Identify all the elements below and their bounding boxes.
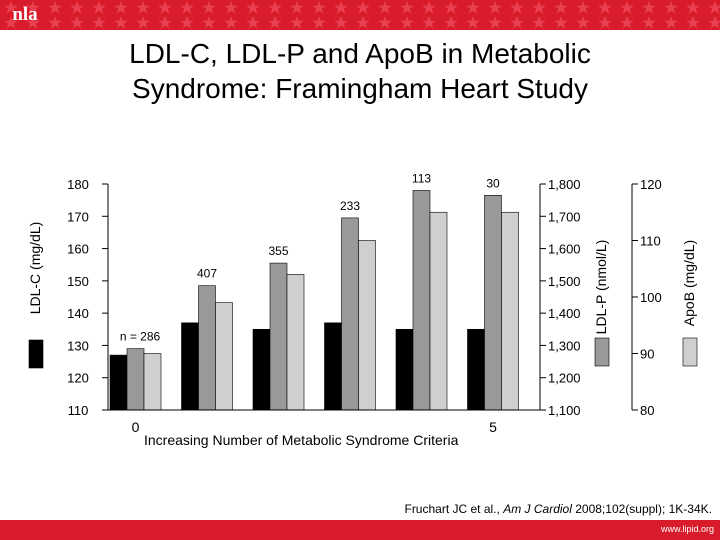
bar-ldl-c-0 bbox=[109, 354, 128, 411]
y-tick-label-2: 100 bbox=[640, 290, 662, 305]
n-label: 233 bbox=[340, 199, 360, 213]
y-tick-label-1: 1,100 bbox=[548, 403, 581, 418]
n-label: 30 bbox=[486, 176, 500, 190]
bar-apob-1 bbox=[215, 302, 233, 411]
y-axis-title-1: LDL-P (nmol/L) bbox=[593, 240, 609, 335]
y-tick-label-1: 1,700 bbox=[548, 209, 581, 224]
bar-apob-5 bbox=[501, 211, 519, 411]
y-tick-label-0: 130 bbox=[67, 338, 89, 353]
slide-title-line-1: LDL-C, LDL-P and ApoB in Metabolic bbox=[129, 38, 591, 69]
bar-ldl-c-2 bbox=[252, 328, 271, 411]
x-axis-title: Increasing Number of Metabolic Syndrome … bbox=[144, 432, 459, 448]
n-label: 355 bbox=[268, 244, 288, 258]
citation-journal: Am J Cardiol bbox=[503, 502, 572, 516]
y-tick-label-2: 110 bbox=[640, 234, 661, 249]
y-tick-label-1: 1,400 bbox=[548, 306, 581, 321]
y-tick-label-1: 1,800 bbox=[548, 177, 581, 192]
bar-ldl-p-4 bbox=[412, 190, 431, 411]
bar-ldl-c-1 bbox=[181, 322, 199, 411]
y-tick-label-2: 120 bbox=[640, 177, 662, 192]
ldl-apob-bar-chart: n = 286 407 355 233 113 30 110 120 130 140 150 160 1… bbox=[27, 171, 698, 448]
slide-title: LDL-C, LDL-P and ApoB in Metabolic Syndr… bbox=[40, 36, 680, 106]
bar-ldl-p-2 bbox=[269, 262, 288, 411]
y-tick-label-1: 1,500 bbox=[548, 274, 581, 289]
x-tick-label: 5 bbox=[489, 419, 497, 435]
n-label: n = 286 bbox=[120, 330, 161, 344]
y-axis-title-2: ApoB (mg/dL) bbox=[681, 240, 697, 326]
legend-swatch-ldl-c bbox=[28, 339, 44, 369]
y-tick-label-0: 180 bbox=[67, 177, 89, 192]
y-tick-label-2: 80 bbox=[640, 403, 654, 418]
y-tick-label-2: 90 bbox=[640, 347, 654, 362]
bar-apob-3 bbox=[358, 240, 376, 411]
y-tick-label-0: 120 bbox=[67, 371, 89, 386]
y-tick-label-0: 160 bbox=[67, 242, 89, 257]
bar-ldl-p-5 bbox=[484, 194, 502, 411]
header-banner: nla bbox=[0, 0, 720, 30]
citation-authors: Fruchart JC et al., bbox=[404, 502, 500, 516]
y-tick-label-0: 140 bbox=[67, 306, 89, 321]
citation: Fruchart JC et al., Am J Cardiol 2008;10… bbox=[0, 502, 712, 516]
bar-apob-0 bbox=[143, 353, 162, 411]
footer-banner: www.lipid.org bbox=[0, 520, 720, 540]
y-tick-label-1: 1,300 bbox=[548, 338, 581, 353]
y-tick-label-0: 110 bbox=[68, 403, 89, 418]
x-tick-label: 0 bbox=[132, 419, 140, 435]
bar-ldl-p-3 bbox=[341, 217, 359, 411]
n-label: 113 bbox=[412, 171, 431, 185]
n-label: 407 bbox=[197, 267, 217, 281]
legend-swatch-ldl-p bbox=[594, 337, 610, 367]
nla-logo: nla bbox=[12, 4, 38, 25]
bar-ldl-c-5 bbox=[467, 328, 485, 411]
y-tick-label-1: 1,600 bbox=[548, 242, 581, 257]
y-axis-title-0: LDL-C (mg/dL) bbox=[27, 222, 43, 315]
bar-ldl-c-4 bbox=[395, 328, 414, 411]
y-tick-label-0: 170 bbox=[67, 209, 89, 224]
legend-swatch-apob bbox=[682, 337, 698, 367]
y-tick-label-1: 1,200 bbox=[548, 371, 581, 386]
y-tick-label-0: 150 bbox=[67, 274, 89, 289]
bar-ldl-p-0 bbox=[126, 348, 145, 411]
citation-details: 2008;102(suppl); 1K-34K. bbox=[575, 502, 712, 516]
bar-ldl-c-3 bbox=[324, 322, 342, 411]
banner-star-pattern bbox=[0, 0, 720, 30]
bar-ldl-p-1 bbox=[198, 285, 216, 411]
slide-title-line-2: Syndrome: Framingham Heart Study bbox=[132, 73, 588, 104]
bar-apob-2 bbox=[286, 274, 305, 411]
footer-url: www.lipid.org bbox=[660, 524, 714, 534]
bar-apob-4 bbox=[429, 211, 448, 411]
